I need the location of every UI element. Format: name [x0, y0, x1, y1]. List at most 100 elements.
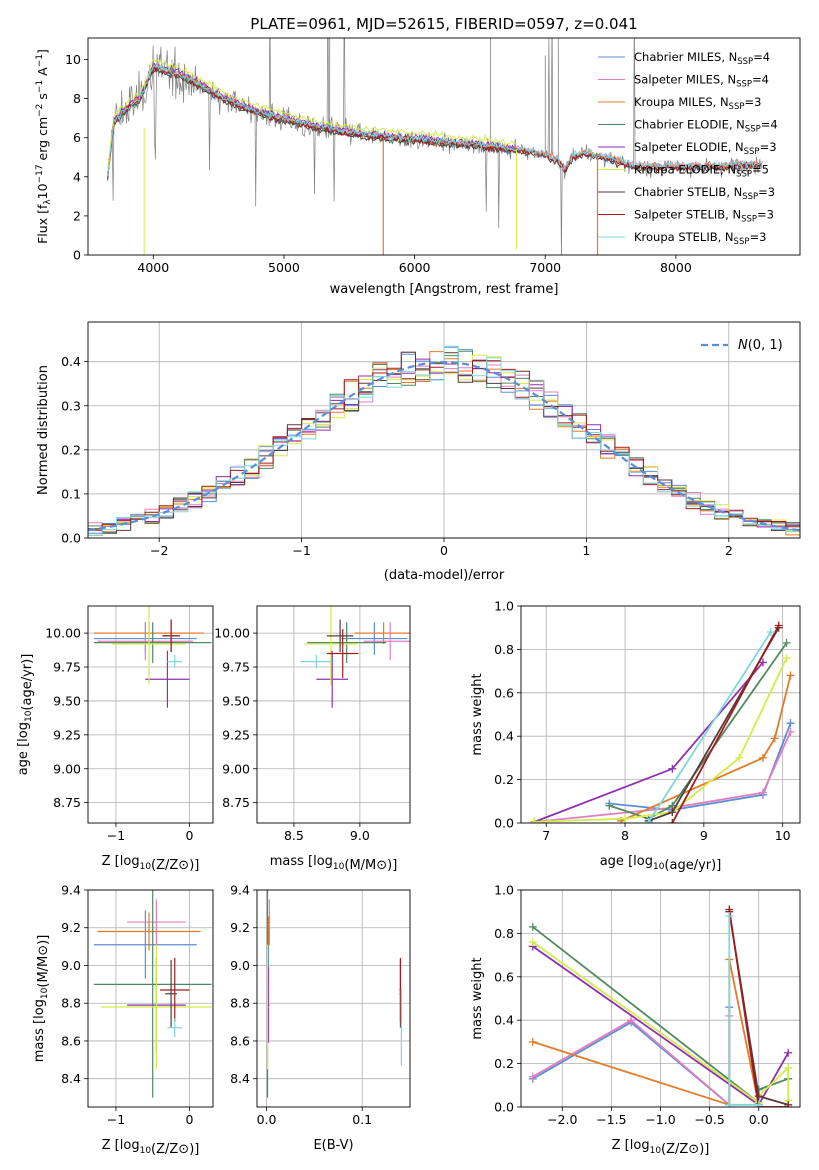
- x-tick-label: −0.5: [694, 1112, 724, 1127]
- mass-weight-marker: [786, 671, 795, 680]
- y-tick-label: 1.0: [494, 883, 514, 898]
- y-tick-label: 10: [65, 52, 81, 67]
- axes-frame: [256, 889, 411, 1108]
- x-tick-label: −1.0: [645, 1112, 675, 1127]
- mass-weight-line: [647, 631, 772, 823]
- age_vs_mass-points: [300, 606, 410, 708]
- y-tick-label: 0.0: [494, 816, 514, 831]
- x-tick-label: 10: [775, 828, 791, 843]
- massweight_vs_age-panel: 7 8 9 10 0.0 0.2 0.4 0.6 0.8 1.0 age [log10(age/yr…: [470, 599, 801, 873]
- normal-curve: [88, 360, 800, 532]
- axes-frame: [87, 321, 801, 539]
- x-tick-label: 0: [440, 543, 448, 558]
- x-tick-label: 9.0: [350, 828, 370, 843]
- axes-frame: [87, 37, 801, 256]
- x-axis-label: E(B-V): [313, 1138, 353, 1153]
- mass-weight-marker: [735, 753, 744, 762]
- legend-label: Salpeter MILES, NSSP=4: [634, 73, 769, 90]
- y-tick-label: 0.4: [61, 354, 81, 369]
- mass-weight-line: [728, 909, 789, 1107]
- mass-weight-marker: [725, 912, 734, 921]
- mass-weight-marker: [528, 1072, 537, 1081]
- mass-weight-line: [534, 731, 792, 823]
- mass-weight-line: [671, 625, 780, 823]
- mass_vs_Z-panel: −1 0 8.4 8.6 8.8 9.0 9.2 9.4 Z [log10(Z/Z⊙)] mass…: [32, 883, 214, 1157]
- axes-frame: [256, 605, 411, 824]
- spectrum-lines: [107, 38, 763, 255]
- mass_vs_ebv-panel: 0.0 0.1 8.4 8.6 8.8 9.0 9.2 9.4 E(B-V): [230, 883, 411, 1153]
- y-tick-label: 0.0: [61, 531, 81, 546]
- legend-label: Kroupa MILES, NSSP=3: [634, 95, 761, 112]
- mass-weight-marker: [786, 727, 795, 736]
- x-tick-label: −1: [292, 543, 310, 558]
- x-tick-label: 8.5: [284, 828, 304, 843]
- mass-weight-marker: [786, 719, 795, 728]
- axes-frame: [87, 605, 214, 824]
- residual-histograms: [88, 345, 800, 536]
- mass-weight-marker: [774, 621, 783, 630]
- mass-weight-marker: [784, 1103, 793, 1107]
- x-tick-label: 1: [582, 543, 590, 558]
- spectrum-model-line: [107, 58, 517, 172]
- mass_vs_Z-points: [93, 890, 212, 1098]
- legend-label: Kroupa STELIB, NSSP=3: [634, 230, 766, 247]
- y-tick-label: 0.6: [494, 969, 514, 984]
- x-axis-label: Z [log10(Z/Z⊙)]: [102, 854, 200, 873]
- y-tick-label: 0.2: [494, 772, 514, 787]
- massweight_vs_Z-lines: [528, 905, 793, 1107]
- mass-weight-line: [609, 642, 788, 820]
- y-tick-label: 8.6: [230, 1033, 250, 1048]
- residuals-x-label: (data-model)/error: [384, 568, 505, 583]
- legend-label: Kroupa ELODIE, NSSP=5: [634, 163, 769, 180]
- spectrum-model-line: [107, 65, 762, 181]
- mass-weight-line: [620, 675, 792, 822]
- y-tick-label: 9.00: [53, 761, 81, 776]
- figure-title: PLATE=0961, MJD=52615, FIBERID=0597, z=0…: [250, 15, 637, 33]
- age_vs_Z-points: [93, 606, 212, 708]
- y-tick-label: 8.6: [61, 1033, 81, 1048]
- legend-label-normal: N(0, 1): [738, 338, 783, 353]
- y-tick-label: 9.2: [230, 920, 250, 935]
- y-tick-label: 8.8: [61, 996, 81, 1011]
- y-tick-label: 0.6: [494, 685, 514, 700]
- x-tick-label: −1.5: [596, 1112, 626, 1127]
- x-tick-label: −2: [150, 543, 168, 558]
- spectrum-y-label: Flux [fλ10−17 erg cm−2 s−1 A−1]: [35, 49, 53, 244]
- legend-label: Salpeter STELIB, NSSP=3: [634, 208, 774, 225]
- y-tick-label: 0.4: [494, 1013, 514, 1028]
- mass-weight-marker: [644, 817, 653, 823]
- x-tick-label: −1: [107, 1112, 125, 1127]
- legend-label: Chabrier MILES, NSSP=4: [634, 50, 770, 67]
- spectrum-model-line: [107, 63, 762, 177]
- mass-weight-marker: [621, 814, 630, 823]
- y-tick-label: 9.25: [222, 727, 250, 742]
- y-axis-label: mass weight: [470, 673, 485, 755]
- spectrum-model-line: [107, 62, 517, 179]
- mass-weight-marker: [528, 1037, 537, 1046]
- mass-weight-marker: [605, 801, 614, 810]
- x-tick-label: 4000: [137, 260, 169, 275]
- y-tick-label: 9.50: [222, 693, 250, 708]
- spectrum-panel: 4000 5000 6000 7000 8000 0 2 4 6 8 10 wavelength [A…: [35, 37, 801, 297]
- y-tick-label: 9.50: [53, 693, 81, 708]
- axes-frame: [520, 889, 801, 1108]
- age_vs_Z-panel: −1 0 8.75 9.00 9.25 9.50 9.75 10.00 Z [log10(Z/Z…: [16, 605, 214, 873]
- massweight_vs_Z-panel: −2.0 −1.5 −1.0 −0.5 0.0 0.0 0.2 0.4 0.6 0.8 1.0 Z […: [470, 883, 801, 1157]
- y-tick-label: 0.4: [494, 729, 514, 744]
- y-tick-label: 8.4: [61, 1071, 81, 1086]
- x-tick-label: 0: [185, 1112, 193, 1127]
- x-axis-label: Z [log10(Z/Z⊙)]: [102, 1138, 200, 1157]
- y-tick-label: 8: [73, 91, 81, 106]
- massweight_vs_age-lines: [530, 621, 795, 823]
- x-tick-label: 9: [700, 828, 708, 843]
- y-tick-label: 9.0: [230, 958, 250, 973]
- y-tick-label: 9.4: [61, 883, 81, 898]
- y-tick-label: 2: [73, 208, 81, 223]
- y-tick-label: 8.75: [222, 795, 250, 810]
- y-tick-label: 9.00: [222, 761, 250, 776]
- mass-weight-marker: [770, 734, 779, 743]
- mass-weight-marker: [758, 658, 767, 667]
- x-tick-label: 0.0: [257, 1112, 277, 1127]
- mass-weight-marker: [784, 1048, 793, 1057]
- x-tick-label: 8000: [660, 260, 692, 275]
